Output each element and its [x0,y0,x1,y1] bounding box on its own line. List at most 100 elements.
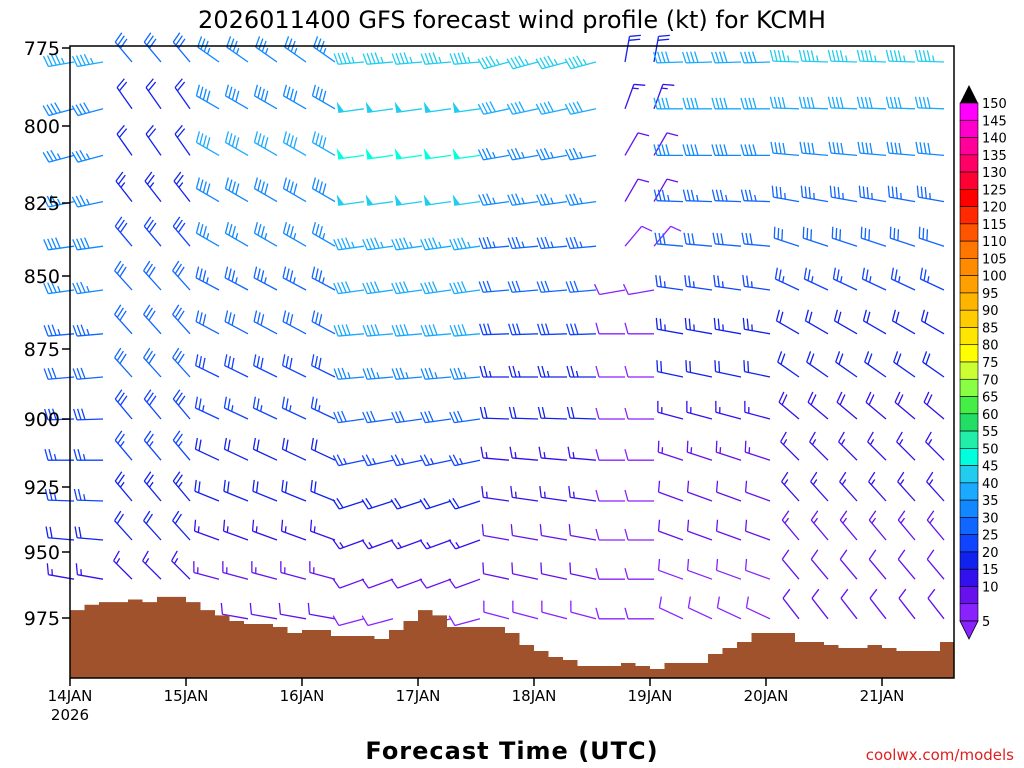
wind-barb [624,607,654,620]
wind-barb [143,389,162,420]
wind-barb [394,194,423,206]
wind-barb [715,480,742,502]
colorbar-label: 60 [982,408,999,423]
x-tick-label: 18JAN [512,687,557,705]
wind-barb [566,406,597,420]
wind-barb [477,55,510,70]
wind-barb [420,281,452,295]
wind-barb [282,177,307,203]
wind-barb [113,550,133,580]
x-tick-label: 16JAN [280,687,325,705]
colorbar-label: 40 [982,477,999,492]
wind-barb [657,440,684,461]
wind-barb [278,602,307,620]
x-axis-label: Forecast Time (UTC) [365,737,658,765]
wind-barb [449,410,481,424]
wind-barb [114,216,133,247]
wind-barb [419,454,452,467]
wind-barb [657,558,684,580]
colorbar-label: 20 [982,546,999,561]
wind-barb [742,274,771,291]
wind-barb [655,317,684,335]
wind-barb [391,324,423,337]
wind-barb [252,396,278,420]
wind-barb [898,588,916,620]
wind-barb [624,365,654,378]
wind-barb [481,485,510,502]
wind-barb [72,367,104,380]
wind-barb [781,471,800,502]
y-tick-label: 875 [24,339,60,361]
wind-barb [798,96,829,110]
wind-barb [333,367,365,380]
wind-barb [309,561,336,580]
wind-barb [744,558,771,580]
x-tick-sublabel: 2026 [51,706,89,724]
wind-barb [390,454,423,467]
colorbar-cell [959,327,979,346]
wind-barb [770,141,800,157]
colorbar-cell [959,603,979,622]
wind-barb [869,588,887,620]
x-tick-label: 21JAN [860,687,905,705]
wind-barb [781,549,800,580]
wind-barb [682,97,712,110]
wind-barb [536,236,568,250]
wind-barb [116,124,133,156]
colorbar-cell [959,275,979,294]
wind-barb [282,222,307,247]
y-tick-label: 975 [24,608,60,630]
wind-barb [686,440,713,461]
wind-barb [803,267,829,291]
wind-barb [804,309,829,335]
colorbar-label: 35 [982,494,999,509]
wind-barb [477,147,510,161]
wind-barb [394,148,423,160]
wind-barb [252,479,278,502]
wind-barb [252,437,278,461]
wind-barb [195,131,220,156]
wind-barb [332,615,365,627]
wind-barb [361,454,394,467]
wind-barb [172,260,191,291]
wind-barb [333,281,365,295]
wind-barb [332,539,365,550]
wind-barb [114,304,133,335]
wind-barb [828,141,858,157]
wind-barb [920,309,945,335]
wind-barb [923,391,945,420]
wind-barb [282,84,307,110]
wind-barb [856,96,887,110]
colorbar-cell [959,309,979,328]
wind-barb [570,600,597,620]
wind-barb [595,449,625,461]
x-tick-label: 17JAN [396,687,441,705]
wind-barb [72,237,104,251]
wind-barb [114,347,133,378]
wind-barb [114,471,133,502]
wind-barb [311,177,336,203]
wind-barb [713,317,742,335]
wind-barb [423,101,452,114]
wind-barb [506,55,539,70]
wind-barb [682,144,712,157]
wind-barb [684,317,713,335]
x-tick-label: 15JAN [164,687,209,705]
wind-barb [391,367,423,380]
wind-barb [595,568,625,580]
wind-barb [897,510,916,541]
wind-barb [741,232,771,247]
wind-barb [684,274,713,291]
wind-barb [333,237,365,251]
wind-barb [72,281,104,295]
x-tick-label: 19JAN [628,687,673,705]
wind-barb [829,185,858,203]
wind-barb [281,437,307,461]
wind-barb [595,322,625,335]
wind-barb [742,317,771,335]
wind-barb [365,148,394,160]
plot-border [69,45,955,679]
wind-barb [145,78,162,110]
wind-barb [143,347,162,378]
